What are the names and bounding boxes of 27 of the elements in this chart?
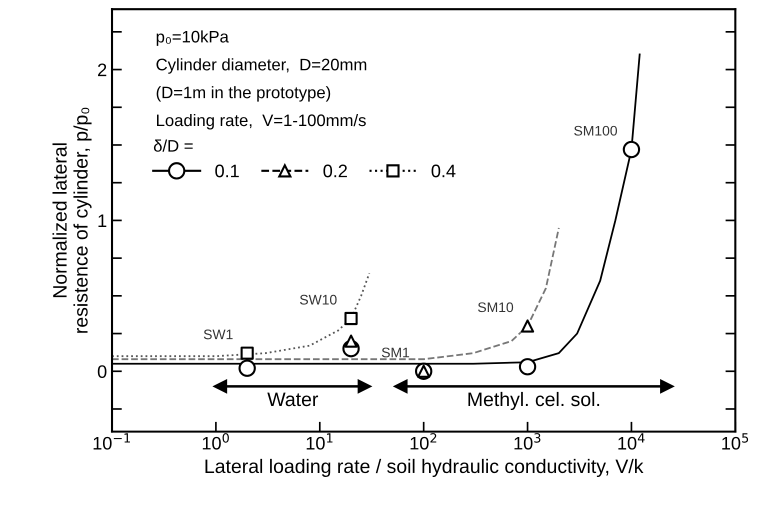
annotation: (D=1m in the prototype) (156, 86, 330, 102)
x-tick-label: 10$^{5}$ (722, 433, 748, 450)
legend-label: 0.1 (215, 164, 239, 178)
x-tick-label: 10$^{4}$ (618, 433, 645, 450)
x-tick-label: 10$^{3}$ (514, 433, 540, 450)
annotation: p₀=10kPa (156, 30, 229, 46)
y-axis-title: Normalized lateral resistence of cylinder, p/p₀ (52, 108, 92, 333)
annotation: SM100 (574, 126, 618, 136)
x-tick-label: 10$^{0}$ (202, 433, 229, 450)
x-axis-title: Lateral loading rate / soil hydraulic conductivity, V/k (206, 458, 644, 477)
y-tick-label: 1 (98, 214, 106, 227)
legend-title: δ/D = (154, 140, 193, 152)
annotation: Methyl. cel. sol. (468, 392, 600, 410)
legend-label: 0.2 (323, 164, 347, 178)
y-tick-label: 0 (98, 365, 106, 378)
x-tick-label: 10$^{2}$ (410, 433, 436, 450)
x-tick-label: 10$^{1}$ (306, 433, 332, 450)
annotation: SW10 (300, 294, 337, 305)
x-tick-label: 10$^{−1}$ (94, 433, 130, 450)
legend-label: 0.4 (432, 164, 456, 178)
annotation: Water (267, 392, 318, 406)
y-tick-label: 2 (98, 63, 106, 76)
annotation: Loading rate, V=1-100mm/s (157, 114, 366, 130)
annotation: SM10 (478, 302, 514, 312)
annotation: SM1 (382, 348, 410, 358)
annotation: SW1 (204, 329, 233, 340)
annotation: Cylinder diameter, D=20mm (156, 58, 366, 74)
